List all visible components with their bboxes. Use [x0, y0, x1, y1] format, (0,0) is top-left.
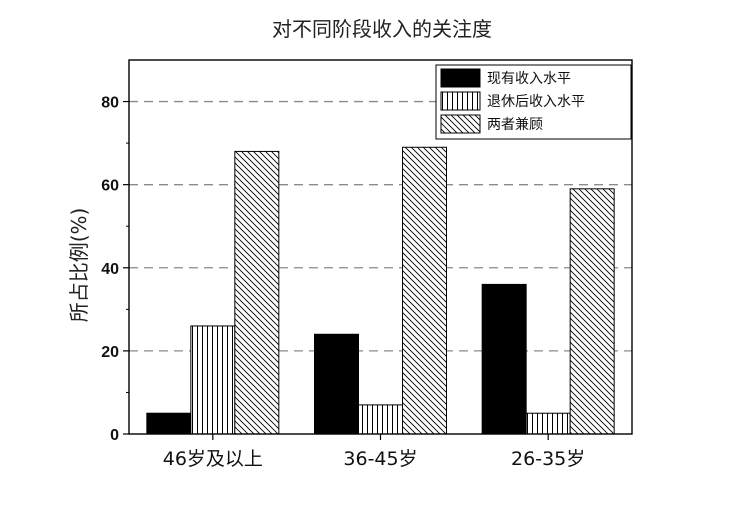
x-ticks: 46岁及以上 36-45岁 26-35岁	[163, 434, 585, 470]
y-tick-label: 60	[101, 178, 119, 195]
legend-swatch-retirement-income	[440, 91, 481, 111]
x-tick-label: 36-45岁	[343, 448, 417, 470]
bar-vertical-lines-1	[358, 404, 403, 435]
legend: 现有收入水平 退休后收入水平 两者兼顾	[435, 64, 632, 140]
legend-swatch-both	[440, 114, 481, 134]
y-axis-label: 所占比例(%)	[67, 208, 91, 323]
x-tick-label: 26-35岁	[511, 448, 585, 470]
bar-vertical-lines-2	[525, 412, 571, 435]
bars	[146, 146, 615, 435]
legend-swatch-current-income	[440, 68, 481, 88]
bar-diagonal-hatch-0	[234, 150, 280, 435]
chart-title: 对不同阶段收入的关注度	[272, 17, 492, 41]
bar-solid-1	[314, 333, 359, 435]
bar-vertical-lines-0	[190, 325, 236, 435]
legend-label-both: 两者兼顾	[487, 117, 543, 133]
legend-label-current-income: 现有收入水平	[487, 71, 571, 87]
y-tick-label: 40	[101, 261, 119, 278]
y-tick-label: 80	[101, 95, 119, 112]
bar-diagonal-hatch-2	[569, 188, 615, 435]
y-tick-label: 20	[101, 344, 119, 361]
y-ticks: 0 20 40 60 80	[101, 95, 129, 444]
y-tick-label: 0	[110, 427, 119, 444]
bar-solid-0	[146, 412, 192, 435]
x-tick-label: 46岁及以上	[163, 448, 263, 470]
bar-diagonal-hatch-1	[402, 146, 447, 435]
legend-label-retirement-income: 退休后收入水平	[487, 94, 585, 110]
bar-solid-2	[481, 283, 527, 435]
